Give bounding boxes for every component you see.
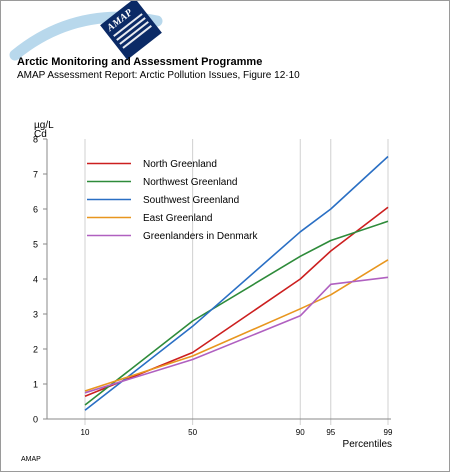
report-title: AMAP Assessment Report: Arctic Pollution…: [17, 70, 300, 81]
x-axis-label: Percentiles: [343, 439, 392, 450]
footer-label: AMAP: [21, 456, 41, 463]
x-tick-labels: 10 50 90 95 99: [81, 428, 393, 437]
legend-entry: Northwest Greenland: [143, 177, 238, 188]
y-axis-label: Cd: [34, 129, 47, 140]
legend-entry: North Greenland: [143, 159, 217, 170]
y-tick-label: 8: [33, 135, 38, 145]
series-line-2: [84, 220, 389, 406]
x-tick-label: 90: [296, 428, 305, 437]
x-tick-label: 10: [81, 428, 90, 437]
y-tick-label: 0: [33, 415, 38, 425]
series-line-4: [84, 259, 389, 392]
legend-entry: East Greenland: [143, 213, 213, 224]
y-tick-label: 6: [33, 205, 38, 215]
y-tick-labels: 0 1 2 3 4 5 6 7 8: [33, 135, 47, 425]
y-axis-unit: µg/L: [34, 120, 54, 131]
organization-title: Arctic Monitoring and Assessment Program…: [17, 56, 263, 68]
x-tick-label: 50: [188, 428, 197, 437]
y-tick-label: 3: [33, 310, 38, 320]
legend-entry: Greenlanders in Denmark: [143, 231, 258, 242]
y-tick-label: 1: [33, 380, 38, 390]
x-tick-label: 95: [326, 428, 335, 437]
y-tick-label: 2: [33, 345, 38, 355]
y-tick-label: 4: [33, 275, 38, 285]
grid: [84, 139, 389, 425]
y-tick-label: 5: [33, 240, 38, 250]
legend-entry: Southwest Greenland: [143, 195, 239, 206]
series-lines: [84, 155, 389, 411]
series-line-3: [84, 155, 389, 411]
x-tick-label: 99: [384, 428, 393, 437]
y-tick-label: 7: [33, 170, 38, 180]
series-line-5: [84, 276, 389, 394]
legend: North Greenland Northwest Greenland Southw…: [87, 159, 258, 242]
